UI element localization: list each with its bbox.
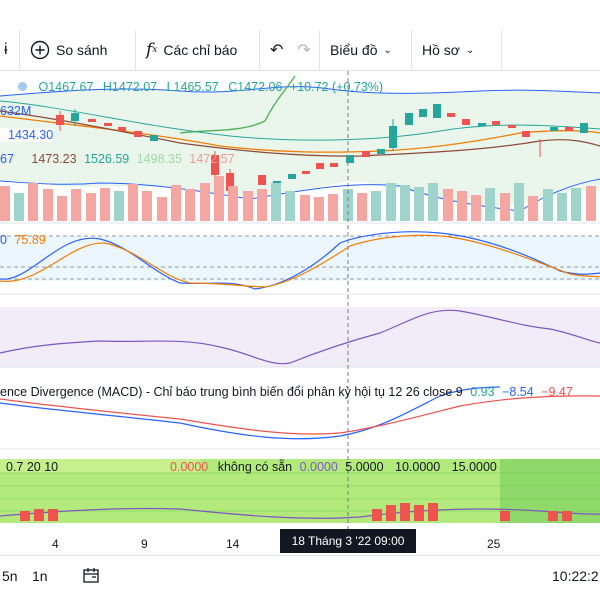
indicator-histogram bbox=[20, 503, 572, 521]
undo-icon[interactable]: ↶ bbox=[270, 42, 284, 59]
add-circle-icon bbox=[30, 40, 50, 60]
bb-value-1: 67 bbox=[0, 152, 14, 166]
chart-type-label: Biểu đồ bbox=[330, 42, 378, 58]
teal-line bbox=[0, 100, 600, 141]
macd-value-3: −9.47 bbox=[541, 385, 573, 399]
legend-high: H1472.07 bbox=[102, 80, 158, 94]
legend-low: L1465.57 bbox=[166, 80, 219, 94]
rsi-line bbox=[0, 309, 600, 365]
clock-time: 10:22:2 bbox=[552, 568, 599, 584]
compare-button[interactable]: So sánh bbox=[20, 30, 136, 70]
bb-value-5: 1472.57 bbox=[189, 152, 235, 166]
undo-redo-group: ↶ ↷ bbox=[260, 30, 320, 70]
timeframe-1n[interactable]: 1n bbox=[32, 568, 48, 584]
candles bbox=[56, 104, 588, 196]
legend-close: C1472.06 bbox=[228, 80, 283, 94]
timeframe-5n[interactable]: 5n bbox=[2, 568, 18, 584]
x-tick: 25 bbox=[487, 537, 501, 551]
series-legend: O1467.67 H1472.07 L1465.57 C1472.06 +10.… bbox=[18, 80, 383, 94]
ind-params: 0.7 20 10 bbox=[6, 460, 59, 474]
legend-dot bbox=[18, 82, 27, 91]
ind-value-3: 0.0000 bbox=[170, 460, 209, 474]
bottom-toolbar: 5n 1n 10:22:2 bbox=[0, 555, 600, 601]
stoch-d-line bbox=[0, 234, 600, 288]
top-bar bbox=[0, 0, 600, 30]
ma-value: 1434.30 bbox=[0, 128, 54, 142]
ind-value-5: 5.0000 bbox=[345, 460, 384, 474]
ind-value-6: 10.0000 bbox=[395, 460, 441, 474]
ind-value-2: 0.0000 bbox=[122, 460, 161, 474]
macd-title: ence Divergence (MACD) - Chỉ báo trung b… bbox=[0, 385, 463, 399]
chevron-down-icon: ⌄ bbox=[465, 44, 475, 56]
macd-line bbox=[0, 386, 501, 440]
bb-value-3: 1526.59 bbox=[84, 152, 130, 166]
stoch-prefix: 0 bbox=[0, 233, 7, 247]
stoch-value: 75.89 bbox=[14, 233, 46, 247]
bollinger-upper bbox=[0, 86, 600, 97]
bb-value-4: 1498.35 bbox=[136, 152, 182, 166]
rsi-pane bbox=[0, 307, 600, 367]
profile-button[interactable]: Hồ sơ ⌄ bbox=[412, 30, 502, 70]
volume-bars bbox=[0, 176, 596, 221]
ind-value-1: 20.0000 bbox=[67, 460, 113, 474]
ind-value-4: 0.0000 bbox=[299, 460, 338, 474]
legend-change: +10.72 (+0.73%) bbox=[289, 80, 384, 94]
macd-legend: ence Divergence (MACD) - Chỉ báo trung b… bbox=[0, 385, 573, 399]
bb-value-2: 1473.23 bbox=[31, 152, 77, 166]
profile-label: Hồ sơ bbox=[422, 42, 460, 58]
bollinger-values: 67 1473.23 1526.59 1498.35 1472.57 bbox=[0, 152, 235, 166]
x-tick: 14 bbox=[226, 537, 240, 551]
crosshair-date-label: 18 Tháng 3 '22 09:00 bbox=[280, 529, 416, 553]
macd-value-2: −8.54 bbox=[502, 385, 534, 399]
date-range-icon[interactable] bbox=[82, 566, 100, 587]
signal-line bbox=[0, 395, 600, 435]
x-axis: 4 9 14 25 bbox=[0, 535, 600, 555]
x-tick: 4 bbox=[52, 537, 59, 551]
chart-type-button[interactable]: Biểu đồ ⌄ bbox=[320, 30, 412, 70]
x-tick: 9 bbox=[141, 537, 148, 551]
ind-value-7: 15.0000 bbox=[451, 460, 497, 474]
chevron-down-icon: ⌄ bbox=[383, 44, 392, 56]
indicators-label: Các chỉ báo bbox=[163, 42, 238, 58]
macd-pane bbox=[0, 371, 600, 449]
plus-icon: ɨ bbox=[4, 41, 8, 58]
legend-open: O1467.67 bbox=[38, 80, 94, 94]
volume-value: 632M bbox=[0, 104, 32, 118]
symbol-button[interactable]: ɨ bbox=[0, 30, 20, 70]
indicator-line bbox=[0, 507, 600, 519]
macd-value-1: 0.93 bbox=[470, 385, 495, 399]
chart-canvas[interactable] bbox=[0, 71, 600, 535]
stoch-k-line bbox=[0, 231, 600, 290]
ind-na: không có sẵn bbox=[217, 460, 293, 474]
redo-icon[interactable]: ↷ bbox=[297, 42, 311, 59]
green-line bbox=[179, 75, 296, 134]
compare-label: So sánh bbox=[56, 42, 108, 58]
stoch-values: 0 75.89 bbox=[0, 233, 46, 247]
indicator-legend: 0.7 20 10 20.0000 0.0000 0.0000 không có… bbox=[0, 460, 497, 474]
